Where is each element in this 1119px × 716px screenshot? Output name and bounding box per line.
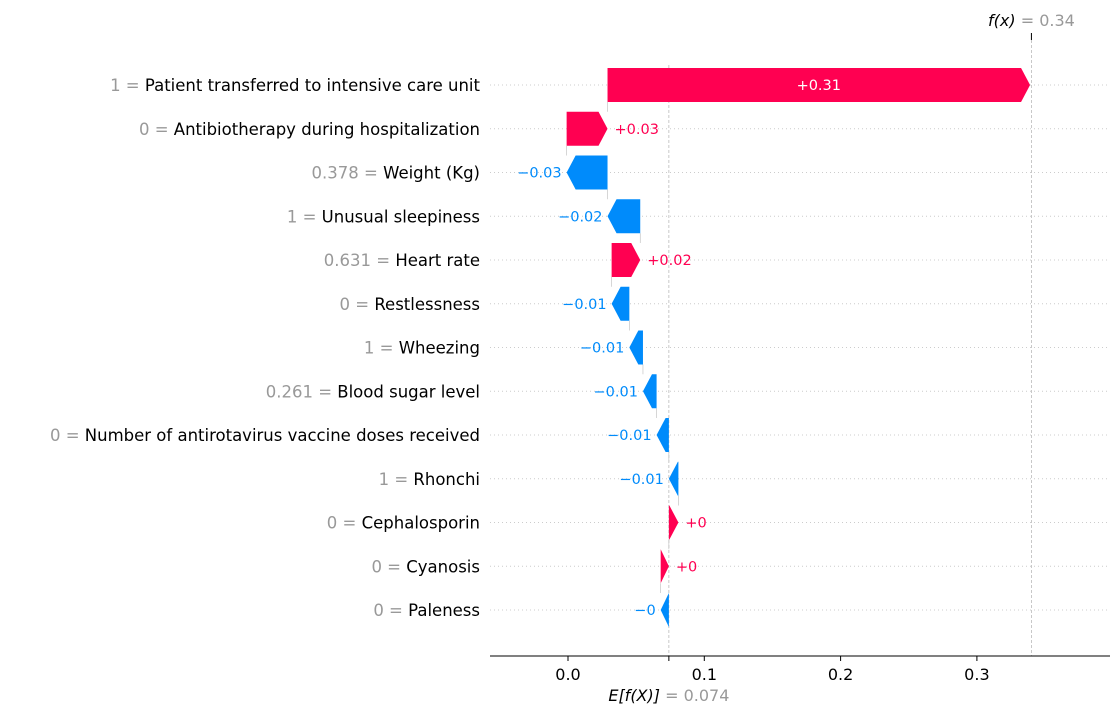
bar-value-label: −0 (634, 603, 655, 619)
bar-value-label: −0.01 (607, 428, 651, 444)
bar-negative (566, 155, 608, 190)
feature-label: 0.378 = Weight (Kg) (312, 164, 480, 183)
feature-label: 1 = Wheezing (364, 339, 480, 358)
bar-positive (660, 549, 669, 584)
bar-value-label: +0.02 (647, 253, 691, 269)
bar-value-label: +0.03 (615, 122, 659, 138)
feature-label: 1 = Patient transferred to intensive car… (110, 76, 480, 95)
bars (566, 68, 1031, 627)
bar-value-label: −0.03 (517, 166, 561, 182)
feature-label: 0 = Cyanosis (371, 557, 480, 576)
bar-value-label: +0.31 (797, 78, 841, 94)
feature-label: 0.261 = Blood sugar level (266, 382, 480, 401)
x-axis: 0.0 0.1 0.2 0.3 E[f(X)] = 0.074 f(x) = 0.34 (490, 11, 1110, 705)
x-tick-label: 0.2 (828, 665, 853, 684)
feature-label: 1 = Unusual sleepiness (287, 207, 480, 226)
bar-value-label: −0.01 (562, 297, 606, 313)
feature-label: 0 = Paleness (373, 601, 480, 620)
bar-negative (611, 286, 630, 321)
bar-value-label: −0.01 (580, 341, 624, 357)
bar-positive (566, 111, 608, 146)
feature-label: 0 = Antibiotherapy during hospitalizatio… (139, 120, 480, 139)
bar-positive (668, 505, 679, 540)
feature-label: 0 = Number of antirotavirus vaccine dose… (50, 426, 480, 445)
bar-value-label: −0.01 (594, 384, 638, 400)
feature-label: 0 = Cephalosporin (327, 514, 480, 533)
bar-negative (660, 593, 669, 627)
bar-negative (607, 199, 641, 234)
grid-lines (490, 84, 1110, 611)
base-value-annotation: E[f(X)] = 0.074 (608, 686, 729, 705)
bar-positive (607, 68, 1031, 102)
bar-negative (656, 418, 669, 452)
output-value-annotation: f(x) = 0.34 (988, 11, 1075, 30)
bar-negative (668, 461, 679, 496)
bar-value-label: −0.02 (558, 209, 602, 225)
bar-negative (642, 374, 657, 409)
x-tick-label: 0.1 (692, 665, 717, 684)
bar-value-label: +0 (685, 516, 706, 532)
feature-label: 1 = Rhonchi (379, 470, 480, 489)
bar-value-label: +0 (676, 559, 697, 575)
bar-value-label: −0.01 (619, 472, 663, 488)
reference-lines (566, 40, 1032, 656)
x-tick-label: 0.0 (555, 665, 580, 684)
x-tick-label: 0.3 (964, 665, 989, 684)
bar-positive (611, 243, 641, 277)
feature-label: 0.631 = Heart rate (324, 251, 480, 270)
feature-label: 0 = Restlessness (340, 295, 481, 314)
bar-negative (629, 330, 643, 365)
labels: +0.31 1 = Patient transferred to intensiv… (50, 76, 841, 620)
